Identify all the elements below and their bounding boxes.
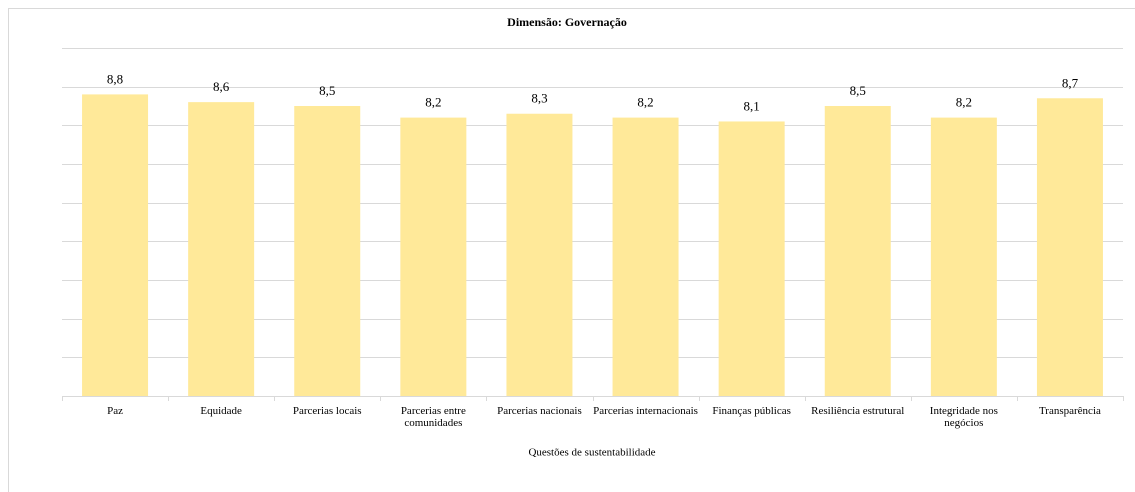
x-tick-label: Resiliência estrutural [811, 405, 905, 417]
chart-border [8, 8, 1135, 492]
data-label: 8,8 [107, 71, 123, 86]
bar [824, 106, 891, 396]
bar [1036, 98, 1103, 397]
bar [188, 102, 255, 396]
data-label: 8,1 [744, 98, 760, 113]
bar [294, 106, 361, 396]
x-axis-title: Questões de sustentabilidade [528, 447, 655, 459]
data-label: 8,2 [637, 95, 653, 110]
x-tick-label: Equidade [200, 405, 242, 417]
x-tick-label: Paz [107, 405, 123, 417]
x-tick-label: Parcerias nacionais [497, 405, 582, 417]
x-tick-label: Finanças públicas [712, 405, 791, 417]
data-label: 8,2 [425, 95, 441, 110]
x-tick-label: Integridade nos negócios [929, 405, 998, 429]
bar [82, 94, 149, 397]
data-label: 8,5 [850, 83, 866, 98]
x-tick-label: Parcerias locais [292, 405, 362, 417]
data-label: 8,3 [531, 91, 547, 106]
data-label: 8,6 [213, 79, 230, 94]
bar [400, 117, 467, 396]
bar [612, 117, 679, 396]
x-tick-label: Parcerias entre comunidades [400, 405, 466, 429]
bar [506, 113, 573, 396]
x-tick-label: Transparência [1038, 405, 1101, 417]
data-label: 8,5 [319, 83, 335, 98]
chart-title: Dimensão: Governação [507, 15, 627, 29]
data-label: 8,2 [956, 95, 972, 110]
data-label: 8,7 [1062, 75, 1079, 90]
x-tick-label: Parcerias internacionais [593, 405, 698, 417]
bar [930, 117, 997, 396]
bar [718, 121, 785, 396]
